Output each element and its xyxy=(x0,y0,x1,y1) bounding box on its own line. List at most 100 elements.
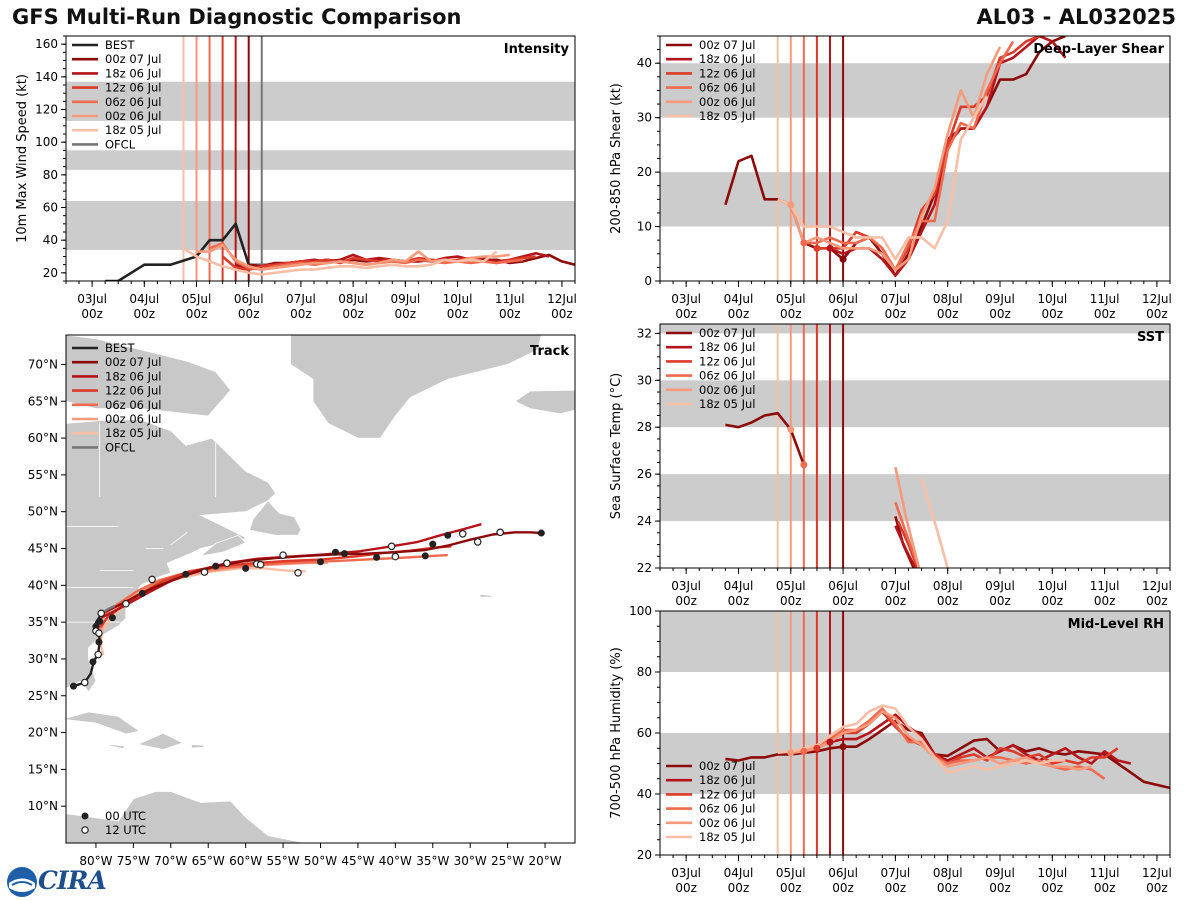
x-tick-label: 04Jul xyxy=(724,579,754,593)
panel-rh: 2040608010003Jul00z04Jul00z05Jul00z06Jul… xyxy=(609,604,1172,895)
landmass xyxy=(289,335,542,439)
legend-label: 06z 06 Jul xyxy=(105,398,162,412)
legend-label: 06z 06 Jul xyxy=(699,802,756,816)
series-line xyxy=(777,704,1066,774)
legend-label: 00z 07 Jul xyxy=(105,355,162,369)
marker-12utc xyxy=(387,542,396,551)
x-tick-label: 04Jul xyxy=(724,292,754,306)
x-tick-label: 11Jul xyxy=(1090,579,1120,593)
landmass xyxy=(106,743,125,750)
lat-tick-label: 40°N xyxy=(28,578,58,592)
marker-00utc xyxy=(95,638,103,646)
init-point-marker xyxy=(800,747,808,755)
threshold-band xyxy=(660,380,1170,428)
x-tick-label: 00z xyxy=(675,881,697,895)
noaa-logo-icon xyxy=(7,867,37,897)
x-tick-label: 00z xyxy=(447,307,469,321)
x-tick-label: 08Jul xyxy=(933,579,963,593)
y-tick-label: 20 xyxy=(637,848,652,862)
marker-12utc xyxy=(80,678,89,687)
legend-label: 00z 07 Jul xyxy=(699,326,756,340)
landmass xyxy=(66,791,306,843)
x-tick-label: 00z xyxy=(885,594,907,608)
legend-label: OFCL xyxy=(105,137,136,151)
x-tick-label: 00z xyxy=(780,594,802,608)
lat-tick-label: 35°N xyxy=(28,615,58,629)
series-line xyxy=(182,247,498,276)
marker-00utc xyxy=(537,529,545,537)
x-tick-label: 04Jul xyxy=(724,866,754,880)
lat-tick-label: 10°N xyxy=(28,799,58,813)
y-tick-label: 100 xyxy=(629,604,652,618)
marker-00utc xyxy=(212,562,220,570)
marker-12utc xyxy=(95,629,103,637)
storm-id-title: AL03 - AL032025 xyxy=(976,5,1177,29)
init-point-marker xyxy=(800,461,808,469)
x-tick-label: 00z xyxy=(186,307,208,321)
x-tick-label: 12Jul xyxy=(1142,866,1172,880)
y-tick-label: 40 xyxy=(637,787,652,801)
series-line xyxy=(829,713,1132,765)
x-tick-label: 00z xyxy=(134,307,156,321)
panel-sst: 22242628303203Jul00z04Jul00z05Jul00z06Ju… xyxy=(609,323,1172,608)
landmass xyxy=(514,389,575,415)
lat-tick-label: 45°N xyxy=(28,542,58,556)
x-tick-label: 00z xyxy=(989,307,1011,321)
legend-label: 00z 06 Jul xyxy=(699,95,756,109)
landmass xyxy=(199,534,247,557)
y-tick-label: 10 xyxy=(637,220,652,234)
x-tick-label: 00z xyxy=(728,881,750,895)
legend-label: 18z 06 Jul xyxy=(699,773,756,787)
axes-frame xyxy=(659,323,1171,569)
y-tick-label: 30 xyxy=(637,373,652,387)
legend-label: 18z 05 Jul xyxy=(699,109,756,123)
x-tick-label: 00z xyxy=(1042,307,1064,321)
x-tick-label: 00z xyxy=(675,594,697,608)
lon-tick-label: 35°W xyxy=(416,854,449,868)
marker-00utc xyxy=(108,614,116,622)
y-tick-label: 80 xyxy=(637,665,652,679)
x-tick-label: 00z xyxy=(342,307,364,321)
threshold-band xyxy=(660,474,1170,522)
x-tick-label: 00z xyxy=(728,594,750,608)
lon-tick-label: 30°W xyxy=(454,854,487,868)
x-tick-label: 00z xyxy=(885,881,907,895)
init-point-marker xyxy=(839,255,847,263)
panel-title: SST xyxy=(1137,330,1164,345)
x-tick-label: 10Jul xyxy=(1037,866,1067,880)
series-line xyxy=(789,46,1002,272)
x-tick-label: 07Jul xyxy=(286,292,316,306)
marker-12utc xyxy=(496,528,504,537)
x-tick-label: 03Jul xyxy=(671,579,701,593)
init-point-marker xyxy=(826,738,834,746)
y-tick-label: 0 xyxy=(644,274,652,288)
lat-tick-label: 65°N xyxy=(28,394,58,408)
x-tick-label: 00z xyxy=(937,881,959,895)
lon-tick-label: 60°W xyxy=(229,854,262,868)
legend-label: 12z 06 Jul xyxy=(105,384,162,398)
threshold-band xyxy=(660,611,1170,672)
y-tick-label: 160 xyxy=(35,37,58,51)
legend-label: 18z 05 Jul xyxy=(105,426,162,440)
legend-label: 18z 05 Jul xyxy=(699,830,756,844)
x-tick-label: 05Jul xyxy=(182,292,212,306)
marker-00utc xyxy=(242,564,250,572)
x-tick-label: 06Jul xyxy=(828,292,858,306)
legend-label: 00z 06 Jul xyxy=(105,109,162,123)
legend-label: 06z 06 Jul xyxy=(699,369,756,383)
init-point-marker xyxy=(787,749,795,757)
legend-label: 00z 06 Jul xyxy=(699,383,756,397)
x-tick-label: 00z xyxy=(1146,307,1168,321)
series-line xyxy=(920,478,949,568)
lat-tick-label: 55°N xyxy=(28,468,58,482)
legend-label: BEST xyxy=(105,341,135,355)
x-tick-label: 03Jul xyxy=(77,292,107,306)
x-tick-label: 08Jul xyxy=(933,292,963,306)
y-tick-label: 24 xyxy=(637,514,652,528)
lon-tick-label: 75°W xyxy=(117,854,150,868)
x-tick-label: 00z xyxy=(499,307,521,321)
marker-00utc xyxy=(421,552,429,560)
marker-00utc xyxy=(444,531,452,539)
